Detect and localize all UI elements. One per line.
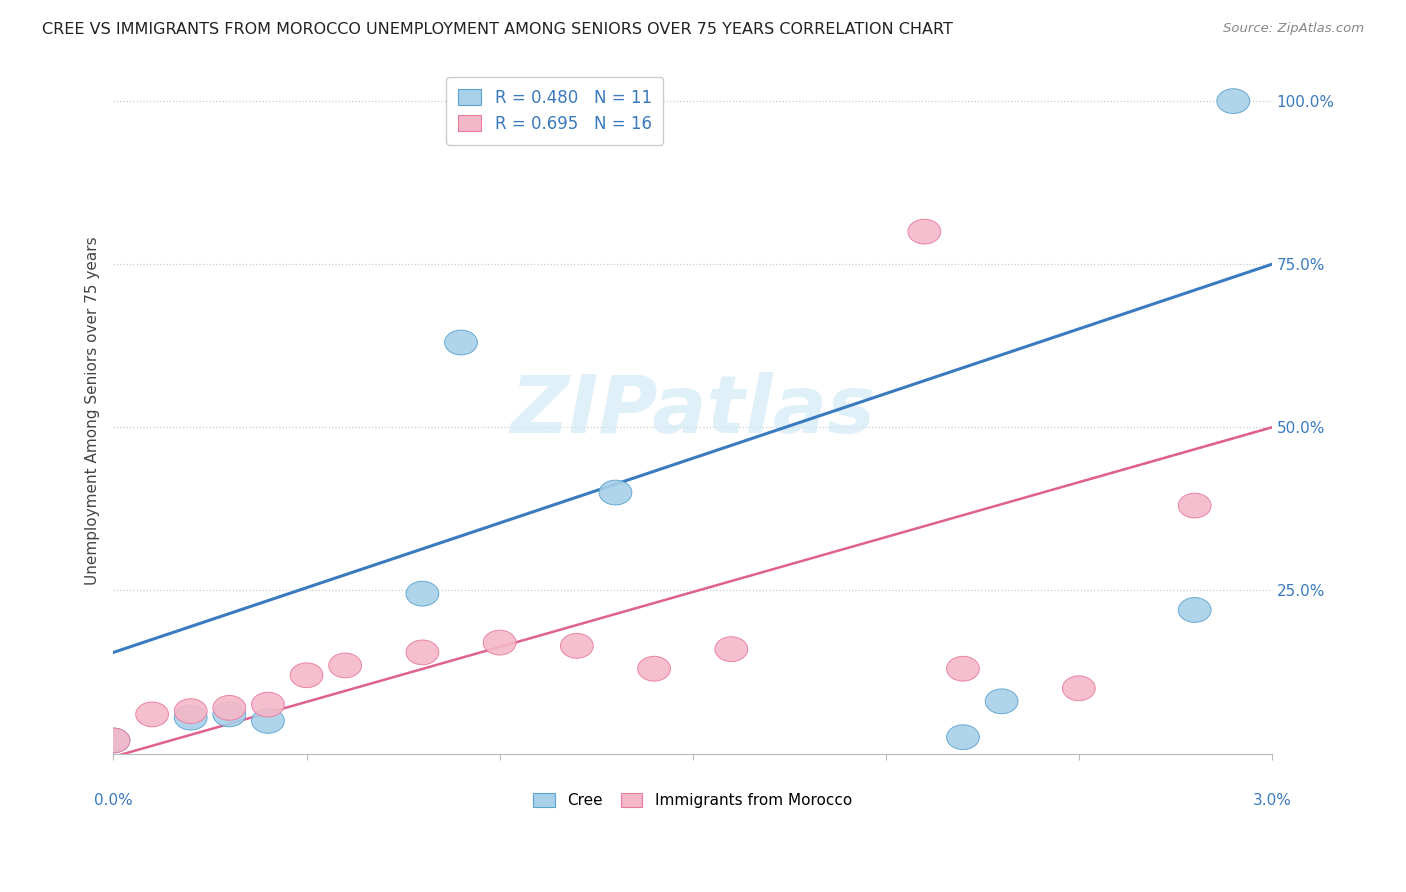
Ellipse shape — [946, 725, 980, 749]
Ellipse shape — [986, 689, 1018, 714]
Ellipse shape — [252, 708, 284, 733]
Ellipse shape — [946, 657, 980, 681]
Text: 0.0%: 0.0% — [94, 793, 134, 807]
Ellipse shape — [714, 637, 748, 662]
Ellipse shape — [561, 633, 593, 658]
Ellipse shape — [174, 706, 207, 730]
Legend: Cree, Immigrants from Morocco: Cree, Immigrants from Morocco — [527, 787, 858, 814]
Ellipse shape — [1216, 88, 1250, 113]
Ellipse shape — [174, 698, 207, 723]
Ellipse shape — [444, 330, 478, 355]
Ellipse shape — [252, 692, 284, 717]
Ellipse shape — [908, 219, 941, 244]
Ellipse shape — [1063, 676, 1095, 701]
Text: CREE VS IMMIGRANTS FROM MOROCCO UNEMPLOYMENT AMONG SENIORS OVER 75 YEARS CORRELA: CREE VS IMMIGRANTS FROM MOROCCO UNEMPLOY… — [42, 22, 953, 37]
Ellipse shape — [97, 728, 129, 753]
Ellipse shape — [329, 653, 361, 678]
Ellipse shape — [290, 663, 323, 688]
Ellipse shape — [1178, 598, 1211, 623]
Ellipse shape — [599, 480, 631, 505]
Text: Source: ZipAtlas.com: Source: ZipAtlas.com — [1223, 22, 1364, 36]
Ellipse shape — [638, 657, 671, 681]
Ellipse shape — [484, 631, 516, 655]
Y-axis label: Unemployment Among Seniors over 75 years: Unemployment Among Seniors over 75 years — [86, 236, 100, 585]
Ellipse shape — [97, 728, 129, 753]
Ellipse shape — [406, 640, 439, 665]
Ellipse shape — [1178, 493, 1211, 518]
Text: 3.0%: 3.0% — [1253, 793, 1291, 807]
Ellipse shape — [212, 696, 246, 720]
Text: ZIPatlas: ZIPatlas — [510, 372, 875, 450]
Ellipse shape — [212, 702, 246, 727]
Ellipse shape — [406, 582, 439, 606]
Ellipse shape — [136, 702, 169, 727]
